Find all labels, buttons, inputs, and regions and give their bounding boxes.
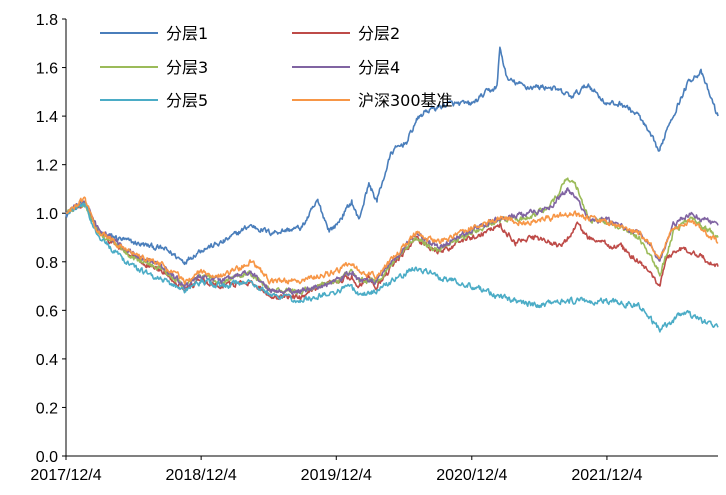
series-line-4: [65, 187, 719, 295]
y-tick-label: 0.0: [36, 449, 58, 466]
y-tick-label: 1.8: [36, 12, 58, 29]
y-tick-label: 1.4: [36, 109, 58, 126]
series-line-5: [65, 202, 719, 333]
y-tick-label: 1.6: [36, 61, 58, 78]
legend-label: 沪深300基准: [358, 91, 453, 110]
legend-label: 分层3: [166, 58, 208, 77]
axes: 0.0 0.2 0.4 0.6 0.8 1.0 1.2 1.4 1.6 1.8 2017/12/4 2…: [30, 12, 718, 484]
x-tick-label: 2019/12/4: [301, 467, 372, 484]
series-line-3: [65, 177, 719, 295]
series-layer: [65, 46, 719, 333]
legend-label: 分层4: [358, 58, 400, 77]
x-tick-label: 2020/12/4: [436, 467, 507, 484]
x-tick-label: 2017/12/4: [30, 467, 101, 484]
legend-label: 分层1: [166, 24, 208, 43]
y-tick-label: 0.2: [36, 400, 58, 417]
y-tick-label: 0.4: [36, 352, 58, 369]
y-tick-label: 1.0: [36, 206, 58, 223]
legend: 分层1 分层2 分层3 分层4 分层5 沪深300基准: [100, 24, 453, 110]
y-tick-label: 0.6: [36, 303, 58, 320]
series-line-6: [65, 196, 719, 285]
legend-label: 分层5: [166, 91, 208, 110]
x-tick-label: 2018/12/4: [166, 467, 237, 484]
x-tick-label: 2021/12/4: [571, 467, 642, 484]
legend-label: 分层2: [358, 24, 400, 43]
y-tick-label: 0.8: [36, 255, 58, 272]
series-line-1: [65, 46, 719, 266]
y-tick-label: 1.2: [36, 158, 58, 175]
series-line-2: [65, 201, 719, 301]
